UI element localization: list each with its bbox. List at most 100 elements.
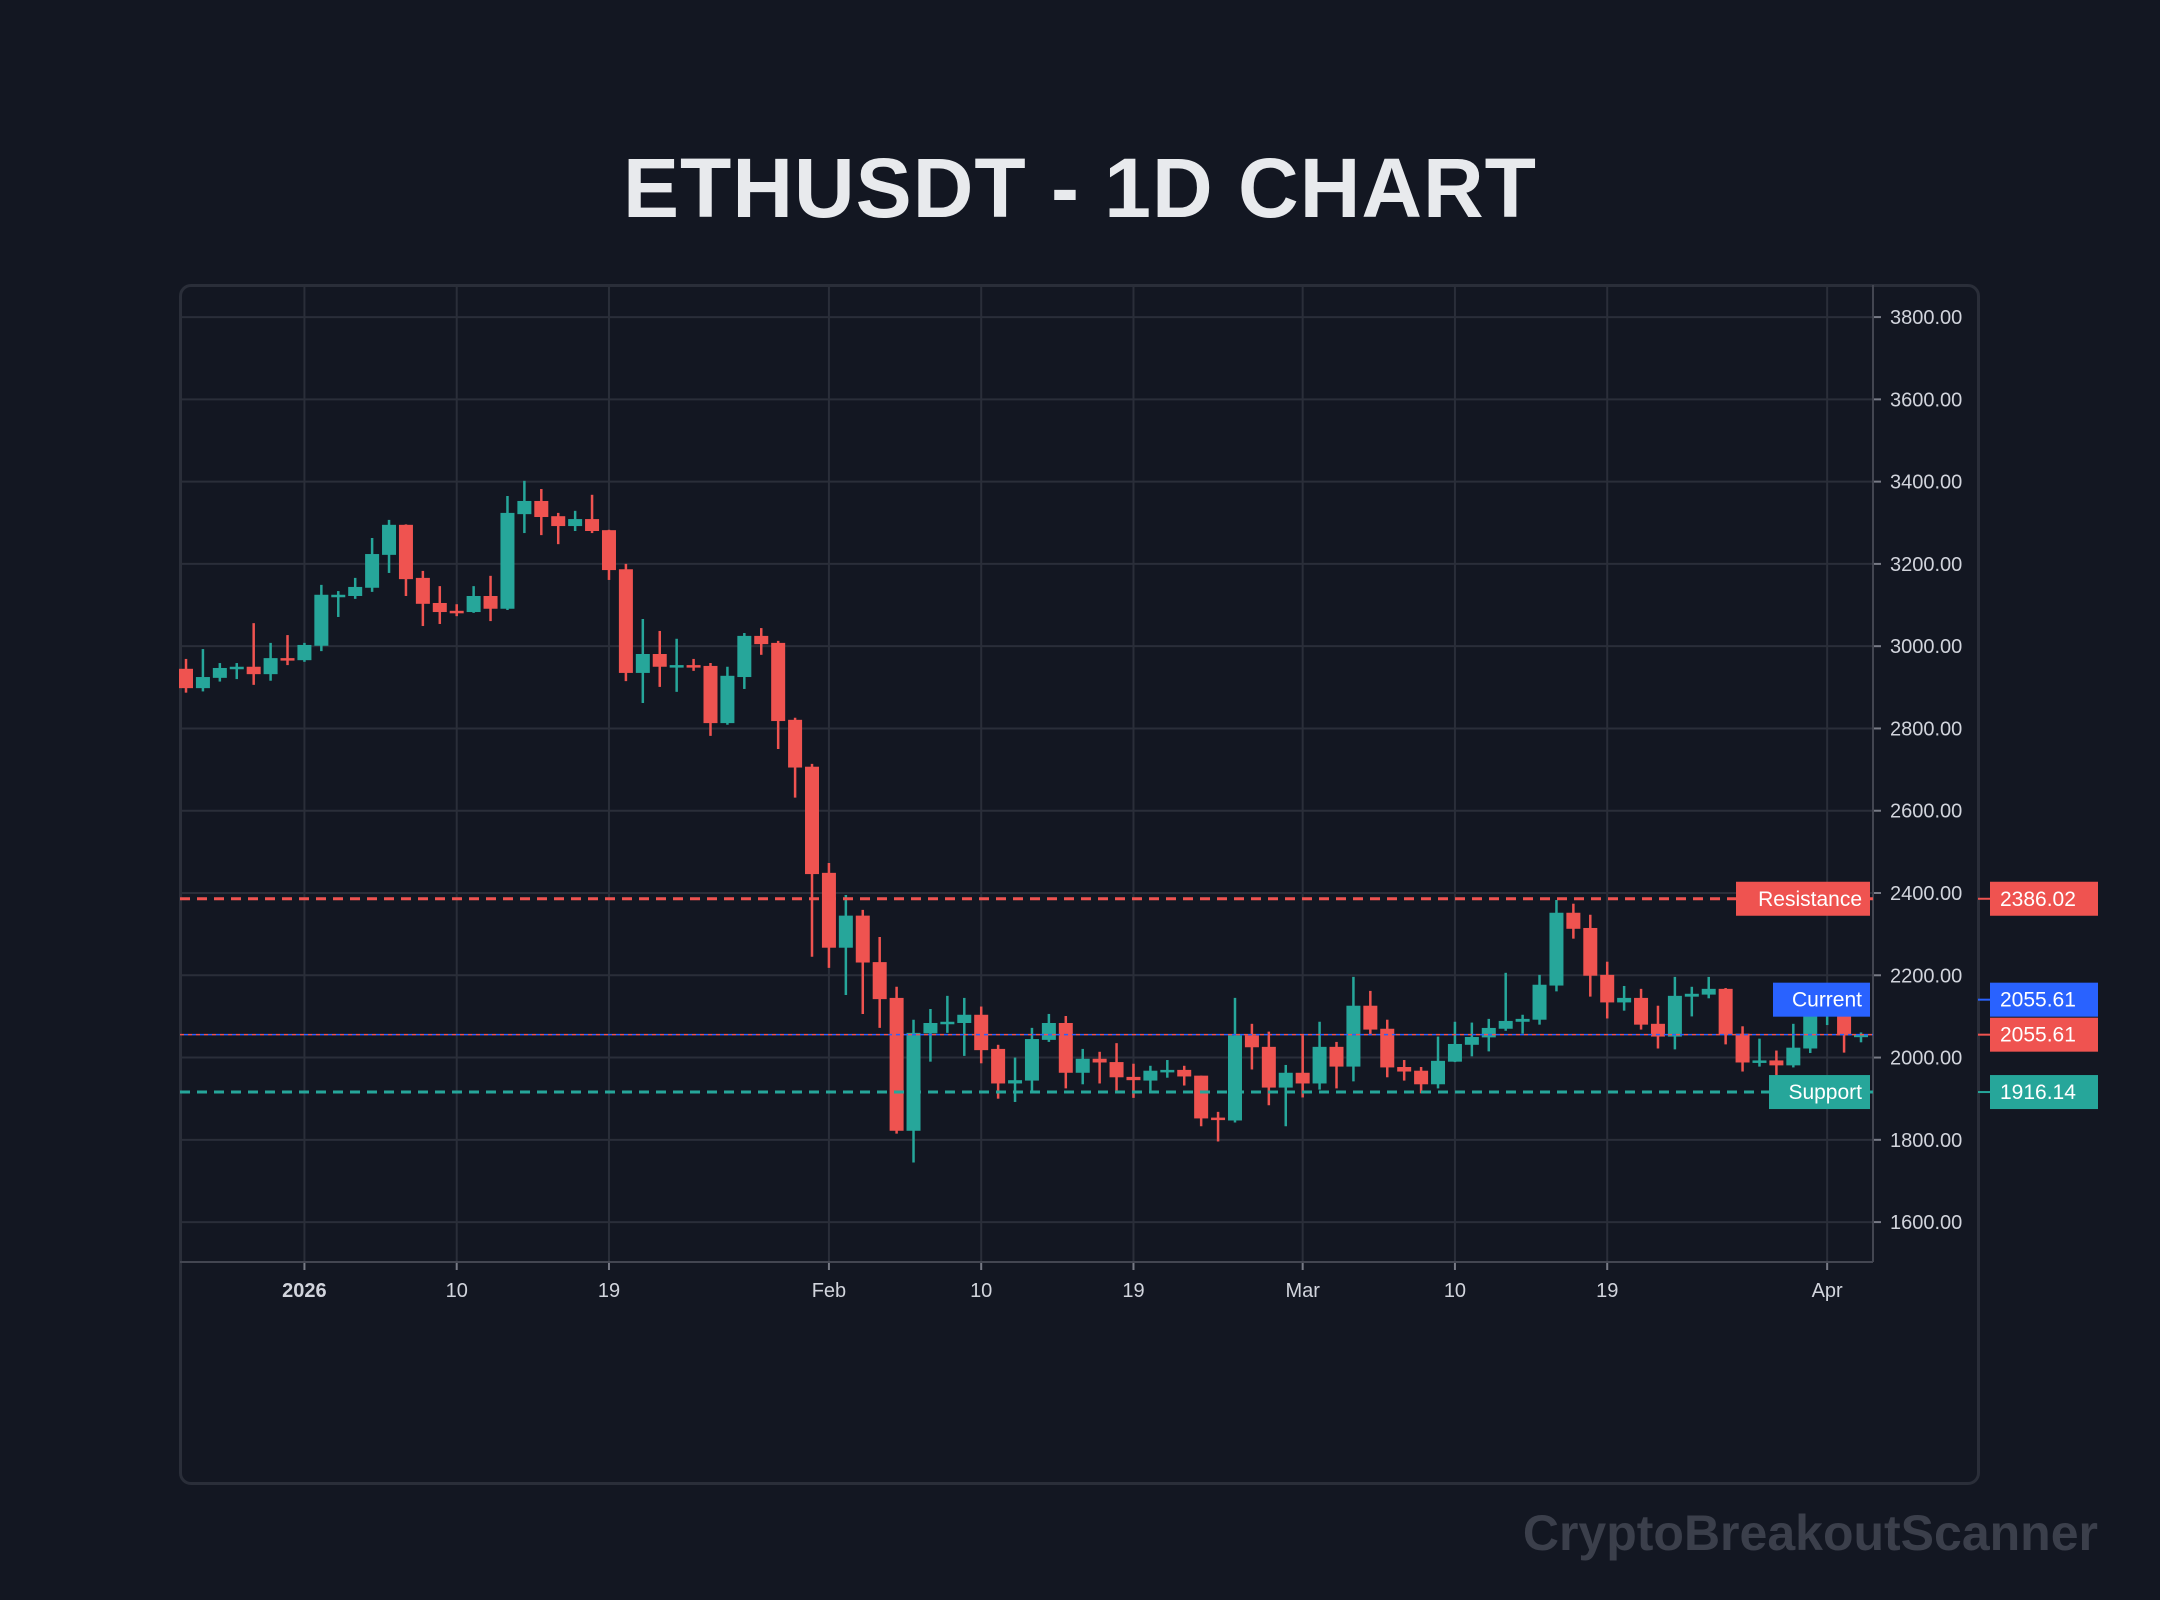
- resistance-name-box: [1736, 881, 1870, 916]
- x-tick-label: Mar: [1285, 1280, 1320, 1302]
- candle: [1312, 1021, 1327, 1090]
- candle: [1752, 1038, 1767, 1067]
- candle-body: [263, 658, 278, 675]
- candle-body: [618, 569, 633, 673]
- candle: [1431, 1036, 1446, 1089]
- candle-body: [1498, 1020, 1513, 1029]
- candle: [771, 640, 786, 750]
- candle: [314, 584, 329, 652]
- current-label: Current 2055.61: [1773, 982, 2098, 1017]
- candle-body: [348, 586, 363, 596]
- y-tick-label: 1800.00: [1890, 1130, 1962, 1152]
- last-price-price-box: [1990, 1017, 2098, 1052]
- candle: [1346, 976, 1361, 1082]
- candle: [652, 630, 667, 687]
- candle: [669, 638, 684, 692]
- y-tick-label: 3200.00: [1890, 554, 1962, 576]
- candle: [1380, 1019, 1395, 1078]
- candle: [1701, 976, 1716, 999]
- candle: [788, 717, 803, 798]
- candle-body: [382, 524, 397, 555]
- candle: [872, 937, 887, 1028]
- y-tick-label: 2200.00: [1890, 965, 1962, 987]
- candle: [1295, 1035, 1310, 1098]
- y-tick-label: 3400.00: [1890, 472, 1962, 494]
- y-tick-label: 2600.00: [1890, 801, 1962, 823]
- candle: [821, 862, 836, 968]
- candle-body: [771, 642, 786, 722]
- candle-body: [195, 677, 210, 689]
- resistance-label: Resistance 2386.02: [1736, 881, 2098, 916]
- candle-body: [991, 1048, 1006, 1084]
- x-tick-label: 19: [1596, 1280, 1618, 1302]
- candle-body: [821, 872, 836, 948]
- candle-body: [974, 1014, 989, 1051]
- candle: [991, 1044, 1006, 1099]
- candle-body: [568, 519, 583, 527]
- candle-body: [669, 665, 684, 668]
- candle: [1075, 1048, 1090, 1085]
- candle-body: [855, 915, 870, 963]
- candle-body: [940, 1021, 955, 1025]
- candle: [297, 642, 312, 662]
- candle-body: [1735, 1033, 1750, 1063]
- candle-body: [365, 554, 380, 588]
- candle: [1634, 988, 1649, 1030]
- candle-body: [1515, 1018, 1530, 1022]
- candle: [1278, 1064, 1293, 1127]
- support-price: 1916.14: [2000, 1081, 2076, 1104]
- candle-body: [686, 665, 701, 668]
- y-tick-label: 2000.00: [1890, 1048, 1962, 1070]
- candle-body: [1244, 1035, 1259, 1048]
- candle: [1211, 1111, 1226, 1142]
- candle-body: [246, 666, 261, 675]
- candle-body: [280, 658, 295, 661]
- candle: [585, 494, 600, 534]
- candle-body: [838, 915, 853, 948]
- candle: [551, 512, 566, 545]
- candle-body: [517, 500, 532, 515]
- candle: [1143, 1065, 1158, 1091]
- candle-body: [923, 1022, 938, 1034]
- candle: [1735, 1026, 1750, 1072]
- candle-body: [1177, 1069, 1192, 1077]
- candle-body: [229, 666, 244, 670]
- candle: [940, 995, 955, 1033]
- candle: [855, 909, 870, 1014]
- candle: [398, 524, 413, 596]
- candle: [1329, 1041, 1344, 1089]
- candle-body: [297, 644, 312, 661]
- candle-body: [500, 512, 515, 609]
- candle-body: [1532, 984, 1547, 1020]
- candle: [415, 570, 430, 627]
- y-tick-label: 2800.00: [1890, 718, 1962, 740]
- candle: [601, 529, 616, 580]
- candle-body: [1380, 1028, 1395, 1068]
- candle-body: [331, 594, 346, 598]
- candle: [500, 496, 515, 610]
- candle-body: [1227, 1035, 1242, 1121]
- candle: [280, 635, 295, 666]
- candle: [1515, 1014, 1530, 1034]
- candle-body: [737, 635, 752, 678]
- current-price-box: [1990, 982, 2098, 1017]
- resistance-name: Resistance: [1758, 888, 1862, 911]
- candle-body: [1143, 1070, 1158, 1081]
- candle-body: [1397, 1067, 1412, 1072]
- x-tick-label: 19: [1122, 1280, 1144, 1302]
- chart-title: ETHUSDT - 1D CHART: [623, 141, 1537, 235]
- candle: [805, 763, 820, 957]
- candle: [1041, 1013, 1056, 1042]
- candle-body: [415, 577, 430, 604]
- candle-body: [788, 719, 803, 768]
- candle-body: [449, 610, 464, 614]
- x-tick-label: 10: [1444, 1280, 1466, 1302]
- support-price-box: [1990, 1075, 2098, 1110]
- candle: [1261, 1031, 1276, 1106]
- candle-body: [1786, 1047, 1801, 1066]
- candle-body: [179, 668, 193, 689]
- candle-body: [1464, 1036, 1479, 1045]
- candle-body: [1160, 1069, 1175, 1073]
- candle-body: [432, 602, 447, 613]
- candle: [432, 586, 447, 624]
